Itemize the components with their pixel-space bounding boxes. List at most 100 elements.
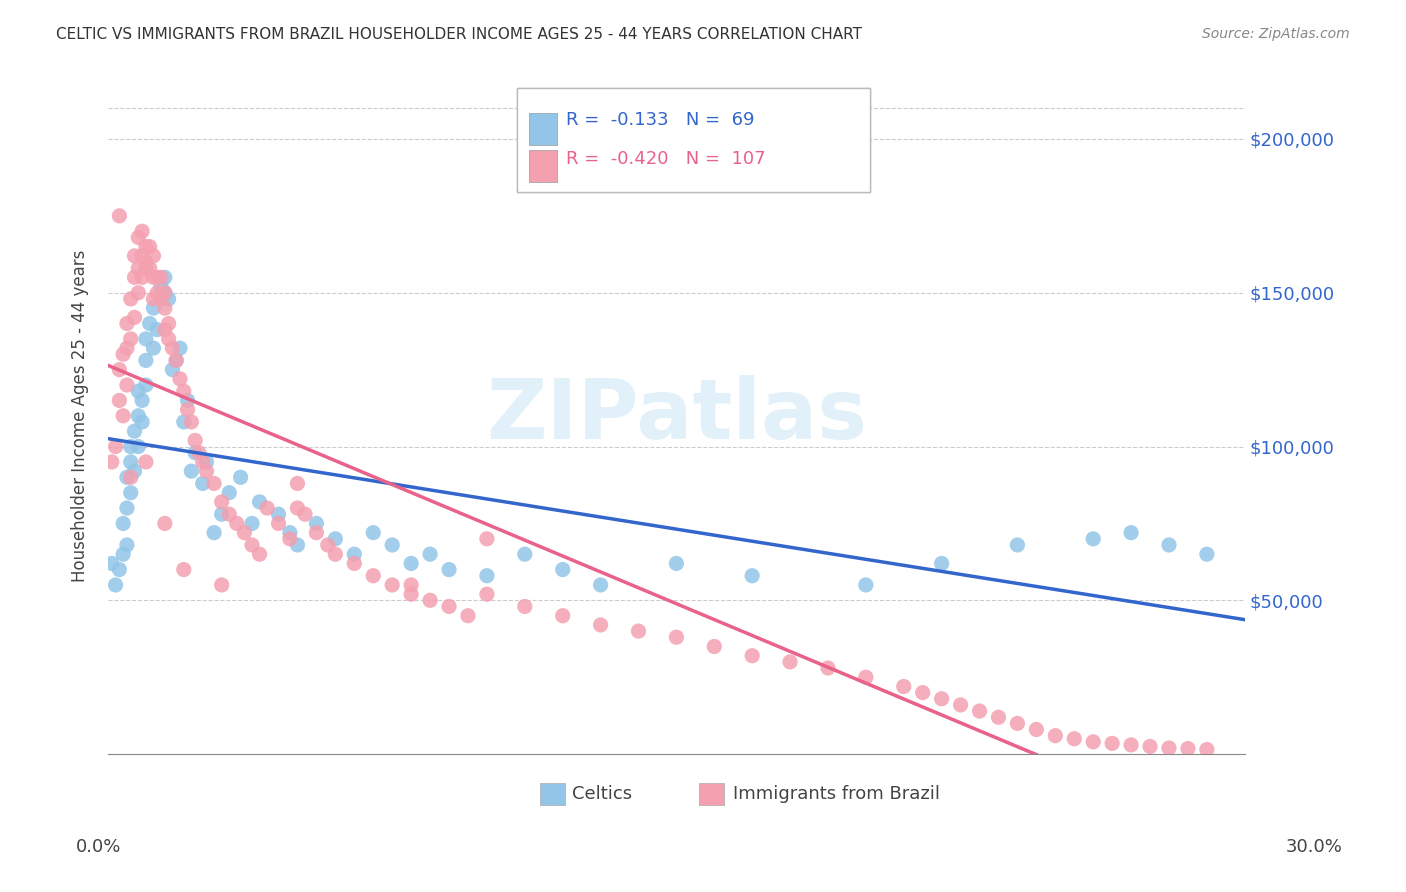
Point [180, 464, 202, 478]
Point [157, 332, 180, 346]
Text: 0.0%: 0.0% [76, 838, 121, 856]
Point [108, 393, 131, 408]
Point [135, 261, 157, 276]
Point [153, 270, 176, 285]
Point [287, 476, 309, 491]
Point [124, 270, 146, 285]
Point [153, 285, 176, 300]
Point [131, 224, 153, 238]
Text: Immigrants from Brazil: Immigrants from Brazil [733, 785, 941, 803]
Point [665, 557, 688, 571]
Point [187, 446, 209, 460]
Point [1157, 741, 1180, 756]
Point [150, 292, 173, 306]
Point [184, 434, 207, 448]
Text: CELTIC VS IMMIGRANTS FROM BRAZIL HOUSEHOLDER INCOME AGES 25 - 44 YEARS CORRELATI: CELTIC VS IMMIGRANTS FROM BRAZIL HOUSEHO… [56, 27, 862, 42]
Point [138, 317, 160, 331]
Point [278, 525, 301, 540]
FancyBboxPatch shape [517, 87, 870, 193]
Point [142, 341, 165, 355]
Point [127, 409, 149, 423]
Point [135, 353, 157, 368]
Point [101, 455, 124, 469]
Point [361, 525, 384, 540]
Point [1177, 741, 1199, 756]
Point [325, 532, 347, 546]
Point [127, 261, 149, 276]
Point [101, 557, 124, 571]
Text: ZIPatlas: ZIPatlas [486, 376, 868, 457]
Point [169, 341, 191, 355]
Point [153, 301, 176, 315]
Point [146, 270, 169, 285]
Text: Source: ZipAtlas.com: Source: ZipAtlas.com [1202, 27, 1350, 41]
Point [325, 547, 347, 561]
Point [294, 507, 316, 521]
Point [146, 285, 169, 300]
Point [249, 495, 271, 509]
Point [475, 568, 498, 582]
Point [180, 415, 202, 429]
Point [1083, 735, 1105, 749]
Point [150, 279, 173, 293]
Point [153, 323, 176, 337]
Point [249, 547, 271, 561]
Point [157, 317, 180, 331]
Point [1139, 739, 1161, 754]
Point [1195, 547, 1218, 561]
Point [131, 415, 153, 429]
Point [112, 547, 135, 561]
Point [225, 516, 247, 531]
Text: R =  -0.133   N =  69: R = -0.133 N = 69 [567, 112, 755, 129]
Point [267, 507, 290, 521]
Point [305, 516, 328, 531]
Point [135, 255, 157, 269]
Point [240, 538, 263, 552]
Point [153, 516, 176, 531]
Point [173, 384, 195, 399]
Point [817, 661, 839, 675]
Point [931, 691, 953, 706]
Y-axis label: Householder Income Ages 25 - 44 years: Householder Income Ages 25 - 44 years [72, 250, 89, 582]
Point [1007, 716, 1029, 731]
Point [1119, 738, 1142, 752]
Point [115, 470, 138, 484]
Point [589, 618, 612, 632]
Point [457, 608, 479, 623]
Point [108, 563, 131, 577]
Point [173, 563, 195, 577]
Point [162, 341, 184, 355]
Point [124, 464, 146, 478]
Point [218, 507, 240, 521]
Point [381, 578, 404, 592]
Point [1063, 731, 1085, 746]
Point [173, 415, 195, 429]
Point [142, 292, 165, 306]
Point [256, 501, 278, 516]
Point [343, 547, 366, 561]
Point [475, 532, 498, 546]
Point [115, 378, 138, 392]
Point [153, 285, 176, 300]
Point [316, 538, 339, 552]
Point [202, 525, 225, 540]
Point [361, 568, 384, 582]
Point [138, 261, 160, 276]
Point [589, 578, 612, 592]
Point [120, 292, 142, 306]
Point [169, 372, 191, 386]
Point [399, 557, 422, 571]
Point [115, 501, 138, 516]
Point [551, 608, 574, 623]
Point [115, 317, 138, 331]
Point [1101, 736, 1123, 750]
Point [399, 587, 422, 601]
Point [120, 470, 142, 484]
Point [665, 630, 688, 644]
Point [165, 353, 187, 368]
FancyBboxPatch shape [540, 783, 565, 805]
Point [142, 249, 165, 263]
Point [191, 476, 214, 491]
Point [779, 655, 801, 669]
Text: R =  -0.420   N =  107: R = -0.420 N = 107 [567, 150, 766, 168]
